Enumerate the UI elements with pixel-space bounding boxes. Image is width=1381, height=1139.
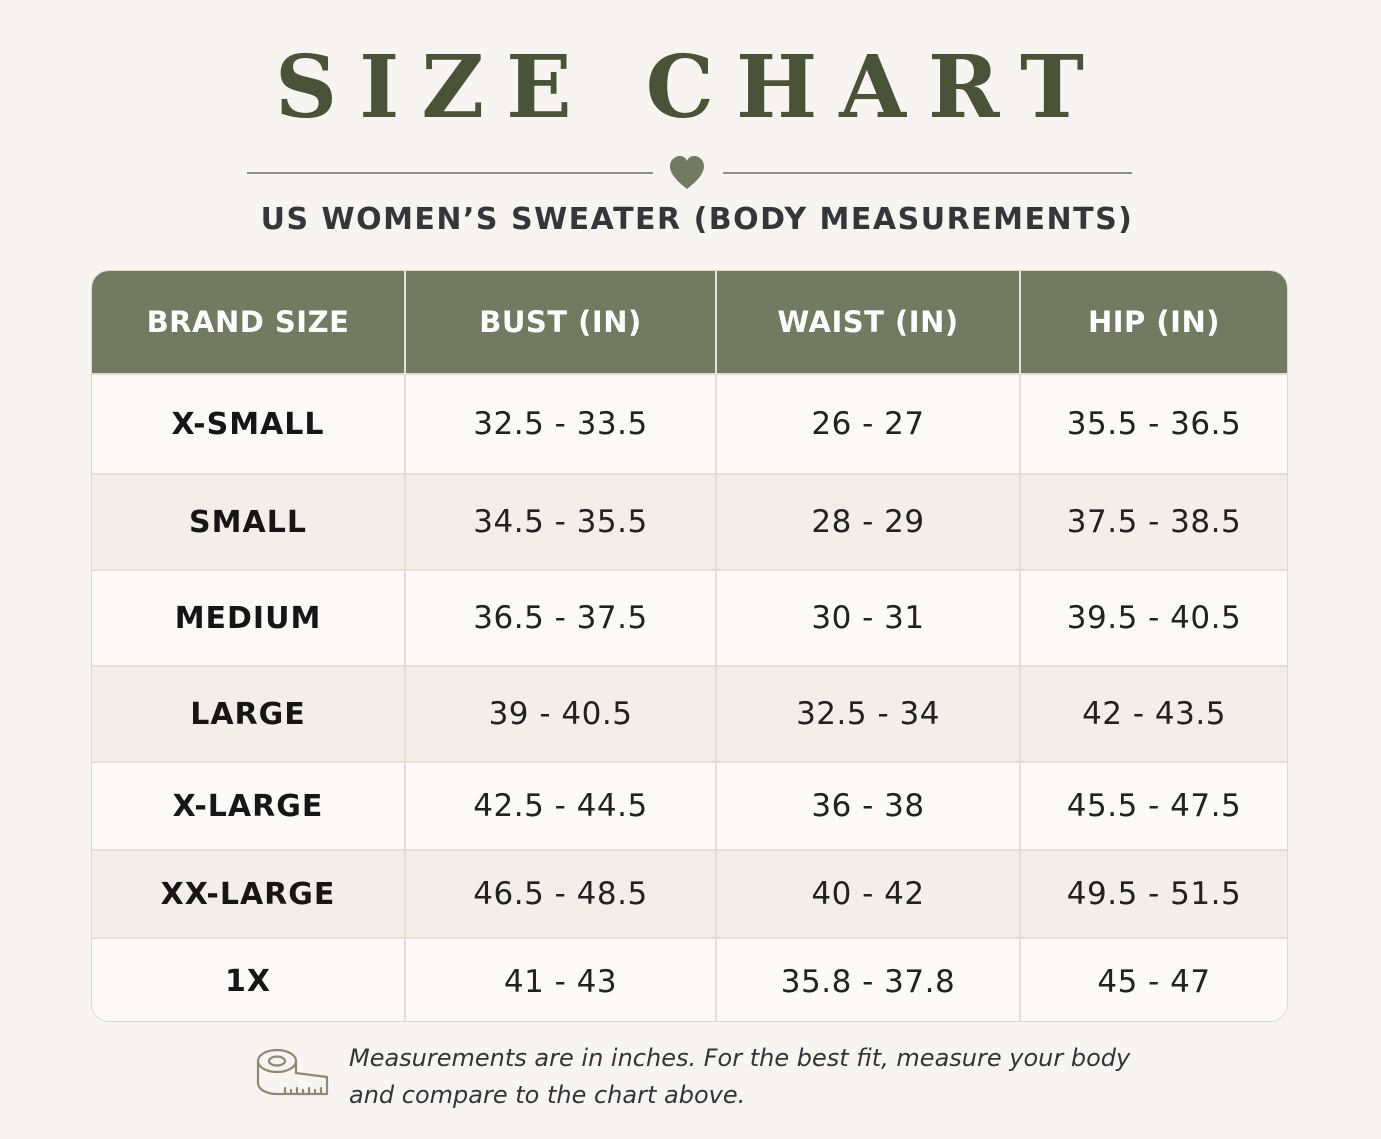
table-row: SMALL 34.5 - 35.5 28 - 29 37.5 - 38.5 xyxy=(92,473,1287,570)
table-row: LARGE 39 - 40.5 32.5 - 34 42 - 43.5 xyxy=(92,665,1287,762)
column-header-bust: BUST (IN) xyxy=(405,271,717,374)
measurement-note: Measurements are in inches. For the best… xyxy=(349,1040,1169,1114)
column-header-waist: WAIST (IN) xyxy=(716,271,1021,374)
bust-cell: 34.5 - 35.5 xyxy=(405,473,717,570)
hip-cell: 45 - 47 xyxy=(1020,937,1287,1021)
table-row: MEDIUM 36.5 - 37.5 30 - 31 39.5 - 40.5 xyxy=(92,569,1287,666)
bust-cell: 42.5 - 44.5 xyxy=(405,761,717,850)
waist-cell: 30 - 31 xyxy=(716,569,1021,666)
size-cell: X-LARGE xyxy=(92,761,406,850)
heart-icon xyxy=(670,156,704,189)
page-subtitle: US WOMEN’S SWEATER (BODY MEASUREMENTS) xyxy=(260,202,1134,237)
table-row: X-LARGE 42.5 - 44.5 36 - 38 45.5 - 47.5 xyxy=(92,761,1287,850)
hip-cell: 45.5 - 47.5 xyxy=(1020,761,1287,850)
bust-cell: 39 - 40.5 xyxy=(405,665,717,762)
hip-cell: 49.5 - 51.5 xyxy=(1020,849,1287,938)
hip-cell: 42 - 43.5 xyxy=(1020,665,1287,762)
hip-cell: 37.5 - 38.5 xyxy=(1020,473,1287,570)
note-line-1: Measurements are in inches. For the best… xyxy=(349,1044,1131,1072)
table-row: X-SMALL 32.5 - 33.5 26 - 27 35.5 - 36.5 xyxy=(92,373,1287,474)
size-cell: XX-LARGE xyxy=(92,849,406,938)
divider-line-left xyxy=(247,172,653,174)
bust-cell: 41 - 43 xyxy=(405,937,717,1021)
waist-cell: 40 - 42 xyxy=(716,849,1021,938)
hip-cell: 35.5 - 36.5 xyxy=(1020,373,1287,474)
size-cell: LARGE xyxy=(92,665,406,762)
table-header-row: BRAND SIZE BUST (IN) WAIST (IN) HIP (IN) xyxy=(92,271,1287,374)
column-header-hip: HIP (IN) xyxy=(1020,271,1287,374)
size-cell: MEDIUM xyxy=(92,569,406,666)
waist-cell: 35.8 - 37.8 xyxy=(716,937,1021,1021)
divider-line-right xyxy=(723,172,1132,174)
bust-cell: 36.5 - 37.5 xyxy=(405,569,717,666)
measuring-tape-icon xyxy=(256,1048,329,1096)
size-cell: 1X xyxy=(92,937,406,1021)
note-line-2: and compare to the chart above. xyxy=(349,1081,746,1109)
hip-cell: 39.5 - 40.5 xyxy=(1020,569,1287,666)
table-row: 1X 41 - 43 35.8 - 37.8 45 - 47 xyxy=(92,937,1287,1021)
waist-cell: 26 - 27 xyxy=(716,373,1021,474)
column-header-brand-size: BRAND SIZE xyxy=(92,271,406,374)
waist-cell: 36 - 38 xyxy=(716,761,1021,850)
waist-cell: 32.5 - 34 xyxy=(716,665,1021,762)
bust-cell: 32.5 - 33.5 xyxy=(405,373,717,474)
size-cell: SMALL xyxy=(92,473,406,570)
table-row: XX-LARGE 46.5 - 48.5 40 - 42 49.5 - 51.5 xyxy=(92,849,1287,938)
size-cell: X-SMALL xyxy=(92,373,406,474)
waist-cell: 28 - 29 xyxy=(716,473,1021,570)
size-table: BRAND SIZE BUST (IN) WAIST (IN) HIP (IN)… xyxy=(91,270,1288,1022)
bust-cell: 46.5 - 48.5 xyxy=(405,849,717,938)
page-title: SIZE CHART xyxy=(275,37,1106,138)
